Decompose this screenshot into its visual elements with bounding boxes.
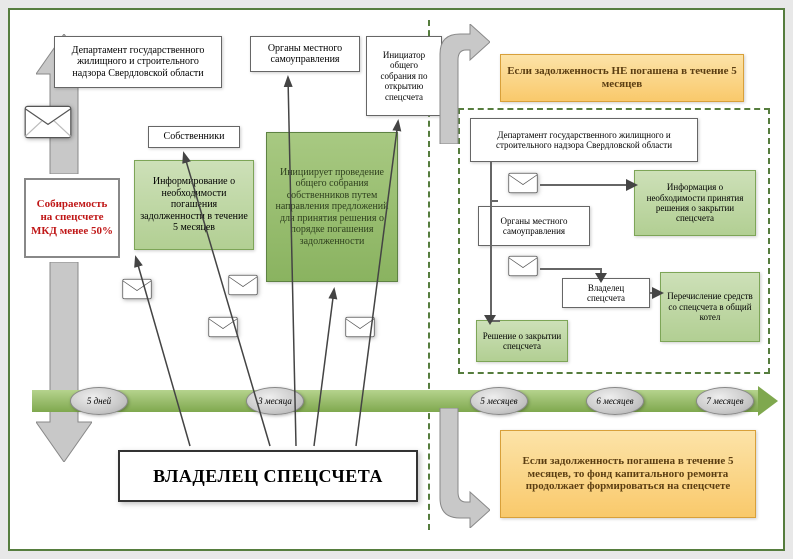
- start-condition: Собираемость на спецсчете МКД менее 50%: [24, 178, 120, 258]
- decision-close-text: Решение о закрытии спецсчета: [482, 331, 562, 352]
- milestone-6mo: 6 месяцев: [586, 387, 644, 415]
- dept2-box: Департамент государственного жилищного и…: [470, 118, 698, 162]
- arrow-start-down: [36, 262, 92, 462]
- local-gov2-text: Органы местного самоуправления: [484, 216, 584, 237]
- dept2-text: Департамент государственного жилищного и…: [476, 130, 692, 151]
- envelope-icon: [24, 104, 72, 140]
- arrow-owner-to-localgov: [248, 74, 304, 446]
- arrowhead-transfer: [652, 286, 664, 298]
- diagram-frame: Собираемость на спецсчете МКД менее 50% …: [8, 8, 785, 551]
- arrow-to-paid: [430, 408, 490, 528]
- arrowhead-decision: [484, 312, 496, 322]
- envelope-icon: [508, 255, 538, 277]
- local-gov-text: Органы местного самоуправления: [256, 43, 354, 66]
- dept-text: Департамент государственного жилищного и…: [60, 45, 216, 80]
- account-owner2-text: Владелец спецсчета: [568, 283, 644, 304]
- info-close-text: Информация о необходимости принятия реше…: [640, 182, 750, 223]
- milestone-5days: 5 дней: [70, 387, 128, 415]
- cond-paid-text: Если задолженность погашена в течение 5 …: [506, 455, 750, 493]
- transfer-text: Перечисление средств со спецсчета в общи…: [666, 291, 754, 322]
- transfer-box: Перечисление средств со спецсчета в общи…: [660, 272, 760, 342]
- cond-not-paid-box: Если задолженность НЕ погашена в течение…: [500, 54, 744, 102]
- start-text: Собираемость на спецсчете МКД менее 50%: [30, 198, 114, 238]
- cond-paid-box: Если задолженность погашена в течение 5 …: [500, 430, 756, 518]
- owners-text: Собственники: [164, 131, 225, 143]
- decision-close-box: Решение о закрытии спецсчета: [476, 320, 568, 362]
- line-dept2-down: [490, 162, 492, 320]
- line-to-infoclose: [540, 184, 632, 186]
- owner-title-box: ВЛАДЕЛЕЦ СПЕЦСЧЕТА: [118, 450, 418, 502]
- milestone-7mo: 7 месяцев: [696, 387, 754, 415]
- info-close-box: Информация о необходимости принятия реше…: [634, 170, 756, 236]
- arrowhead-owner2: [595, 270, 607, 280]
- owners-box: Собственники: [148, 126, 240, 148]
- cond-not-paid-text: Если задолженность НЕ погашена в течение…: [506, 65, 738, 90]
- arrow-owner-to-initiator: [350, 118, 406, 446]
- dept-box: Департамент государственного жилищного и…: [54, 36, 222, 88]
- owner-title-text: ВЛАДЕЛЕЦ СПЕЦСЧЕТА: [153, 466, 383, 487]
- envelope-icon: [508, 172, 538, 194]
- line-to-localgov2-branch: [490, 200, 498, 202]
- local-gov2-box: Органы местного самоуправления: [478, 206, 590, 246]
- arrowhead-infoclose: [626, 178, 638, 190]
- line-localgov2-right: [540, 268, 600, 270]
- initiator-text: Инициатор общего собрания по открытию сп…: [372, 50, 436, 102]
- local-gov-box: Органы местного самоуправления: [250, 36, 360, 72]
